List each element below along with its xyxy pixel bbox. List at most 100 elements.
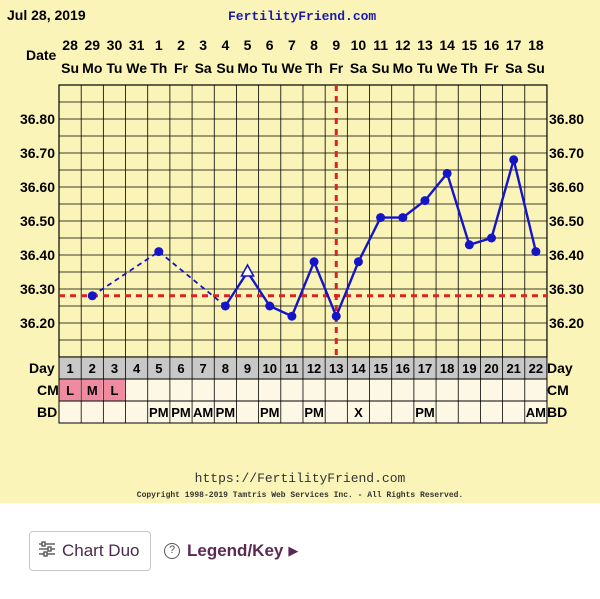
bd-value: PM (260, 405, 280, 420)
site-name: FertilityFriend.com (228, 9, 376, 24)
date-label: 28 (62, 37, 78, 53)
temp-point (487, 233, 497, 243)
cycle-day-label: 15 (373, 361, 387, 376)
weekday-label: We (437, 60, 458, 76)
weekday-label: Th (461, 60, 478, 76)
date-label: 30 (107, 37, 123, 53)
y-tick-label-right: 36.70 (549, 145, 584, 161)
weekday-label: Su (372, 60, 390, 76)
cm-cell (81, 379, 103, 401)
y-tick-label-right: 36.20 (549, 315, 584, 331)
fertility-chart-panel: Jul 28, 2019 FertilityFriend.com 36.80 36… (0, 0, 600, 503)
cycle-day-label: 9 (244, 361, 251, 376)
date-label: 7 (288, 37, 296, 53)
bd-row-label-left: BD (37, 404, 57, 420)
temp-dashed-segment (91, 250, 160, 297)
weekday-label: Tu (106, 60, 122, 76)
weekday-label: Mo (393, 60, 413, 76)
date-label: 14 (439, 37, 455, 53)
bd-row-label-right: BD (547, 404, 567, 420)
weekday-label: Sa (195, 60, 212, 76)
y-tick-label-left: 36.70 (20, 145, 55, 161)
weekday-label: Mo (82, 60, 102, 76)
date-label: 10 (351, 37, 367, 53)
y-tick-label-right: 36.30 (549, 281, 584, 297)
y-tick-label-right: 36.80 (549, 111, 584, 127)
cycle-day-label: 16 (396, 361, 410, 376)
cm-row-label-left: CM (37, 382, 59, 398)
cm-value: M (87, 383, 98, 398)
cycle-day-label: 10 (262, 361, 276, 376)
cycle-day-label: 20 (484, 361, 498, 376)
y-tick-label-left: 36.20 (20, 315, 55, 331)
date-label: 18 (528, 37, 544, 53)
bd-value: PM (149, 405, 169, 420)
temp-point (353, 257, 363, 267)
date-label: 16 (484, 37, 500, 53)
y-tick-label-right: 36.50 (549, 213, 584, 229)
chart-duo-button[interactable]: Chart Duo (29, 531, 151, 571)
y-tick-label-left: 36.50 (20, 213, 55, 229)
temp-point (531, 247, 541, 257)
cm-row-label-right: CM (547, 382, 569, 398)
bd-value: PM (415, 405, 435, 420)
date-label: 13 (417, 37, 433, 53)
cycle-day-label: 4 (133, 361, 141, 376)
cm-cell (103, 379, 125, 401)
temp-point (331, 311, 341, 321)
date-label: 12 (395, 37, 411, 53)
temp-point (265, 301, 275, 311)
temp-point (442, 168, 452, 178)
weekday-label: Fr (174, 60, 189, 76)
bd-value: AM (526, 405, 546, 420)
date-row-label: Date (26, 47, 57, 63)
date-label: 2 (177, 37, 185, 53)
weekday-label: Tu (417, 60, 433, 76)
day-row-label-left: Day (29, 360, 55, 376)
weekday-label: Fr (485, 60, 500, 76)
bd-value: PM (304, 405, 324, 420)
date-label: 9 (332, 37, 340, 53)
weekday-label: Fr (329, 60, 344, 76)
cycle-day-label: 2 (89, 361, 96, 376)
cm-value: L (66, 383, 74, 398)
weekday-label: Th (306, 60, 323, 76)
cycle-day-label: 21 (506, 361, 520, 376)
chart-duo-label: Chart Duo (62, 541, 140, 560)
cycle-day-label: 8 (222, 361, 229, 376)
play-arrow-icon: ▶ (288, 543, 299, 558)
bd-value: AM (193, 405, 213, 420)
weekday-label: Sa (350, 60, 367, 76)
weekday-label: Sa (505, 60, 522, 76)
date-label: 15 (462, 37, 478, 53)
temp-point (309, 257, 319, 267)
temp-point (87, 291, 97, 301)
chart-date: Jul 28, 2019 (7, 7, 86, 23)
weekday-label: Th (150, 60, 167, 76)
cycle-day-label: 5 (155, 361, 162, 376)
chart-labels: 36.80 36.80 36.70 36.70 36.60 36.60 36.50 36.50… (20, 37, 584, 420)
footer-copyright: Copyright 1998-2019 Tamtris Web Services… (137, 491, 463, 500)
cycle-day-label: 3 (111, 361, 118, 376)
cycle-day-label: 6 (177, 361, 184, 376)
y-tick-label-left: 36.30 (20, 281, 55, 297)
temp-point (376, 213, 386, 223)
date-label: 29 (84, 37, 100, 53)
legend-key-label: Legend/Key (187, 541, 284, 560)
weekday-label: Su (61, 60, 79, 76)
cycle-day-label: 7 (200, 361, 207, 376)
date-label: 3 (199, 37, 207, 53)
temp-point (509, 155, 519, 165)
temp-point (220, 301, 230, 311)
bd-value: PM (216, 405, 236, 420)
y-tick-label-right: 36.40 (549, 247, 584, 263)
weekday-label: Tu (262, 60, 278, 76)
cycle-day-label: 17 (418, 361, 432, 376)
cm-value: L (110, 383, 118, 398)
legend-key-link[interactable]: ? Legend/Key ▶ (164, 541, 298, 561)
cycle-day-label: 13 (329, 361, 343, 376)
weekday-label: Su (527, 60, 545, 76)
temp-point (464, 240, 474, 250)
y-tick-label-left: 36.60 (20, 179, 55, 195)
cycle-day-label: 11 (285, 361, 299, 376)
